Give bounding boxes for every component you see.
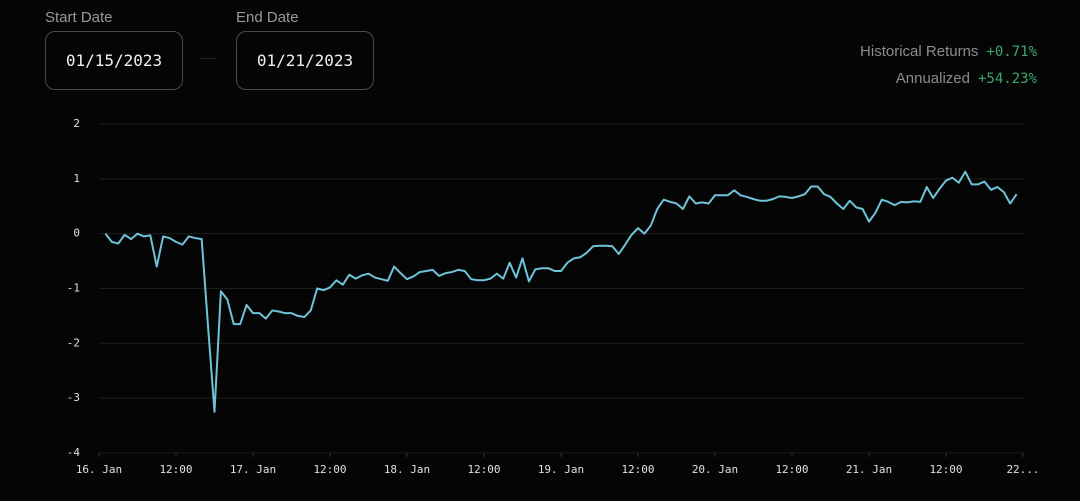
x-tick-label: 20. Jan bbox=[692, 463, 738, 476]
y-tick-label: 2 bbox=[73, 117, 80, 130]
x-tick-label: 21. Jan bbox=[846, 463, 892, 476]
x-tick-label: 19. Jan bbox=[538, 463, 584, 476]
x-tick-label: 18. Jan bbox=[384, 463, 430, 476]
end-date-label: End Date bbox=[236, 9, 299, 26]
x-tick-label: 12:00 bbox=[621, 463, 654, 476]
y-tick-label: -3 bbox=[67, 391, 80, 404]
x-tick-label: 12:00 bbox=[159, 463, 192, 476]
x-tick-label: 12:00 bbox=[775, 463, 808, 476]
x-tick-label: 12:00 bbox=[929, 463, 962, 476]
x-tick-label: 17. Jan bbox=[230, 463, 276, 476]
x-tick-label: 16. Jan bbox=[76, 463, 122, 476]
stat-value: +0.71% bbox=[986, 44, 1037, 60]
end-date-input[interactable]: 01/21/2023 bbox=[236, 31, 374, 90]
x-tick-label: 12:00 bbox=[313, 463, 346, 476]
start-date-label: Start Date bbox=[45, 9, 113, 26]
annualized-returns: Annualized +54.23% bbox=[896, 70, 1037, 87]
historical-returns: Historical Returns +0.71% bbox=[860, 43, 1037, 60]
stat-value: +54.23% bbox=[977, 71, 1037, 87]
y-tick-label: -2 bbox=[67, 336, 80, 349]
y-tick-label: 0 bbox=[73, 227, 80, 240]
x-tick-label: 22... bbox=[1006, 463, 1039, 476]
y-tick-label: -4 bbox=[67, 446, 81, 459]
y-tick-label: 1 bbox=[73, 172, 80, 185]
start-date-input[interactable]: 01/15/2023 bbox=[45, 31, 183, 90]
stat-label: Historical Returns bbox=[860, 43, 979, 60]
line bbox=[104, 170, 1018, 413]
stat-label: Annualized bbox=[895, 70, 970, 87]
x-tick-label: 12:00 bbox=[467, 463, 500, 476]
y-tick-label: -1 bbox=[67, 282, 80, 295]
separator bbox=[200, 58, 216, 59]
